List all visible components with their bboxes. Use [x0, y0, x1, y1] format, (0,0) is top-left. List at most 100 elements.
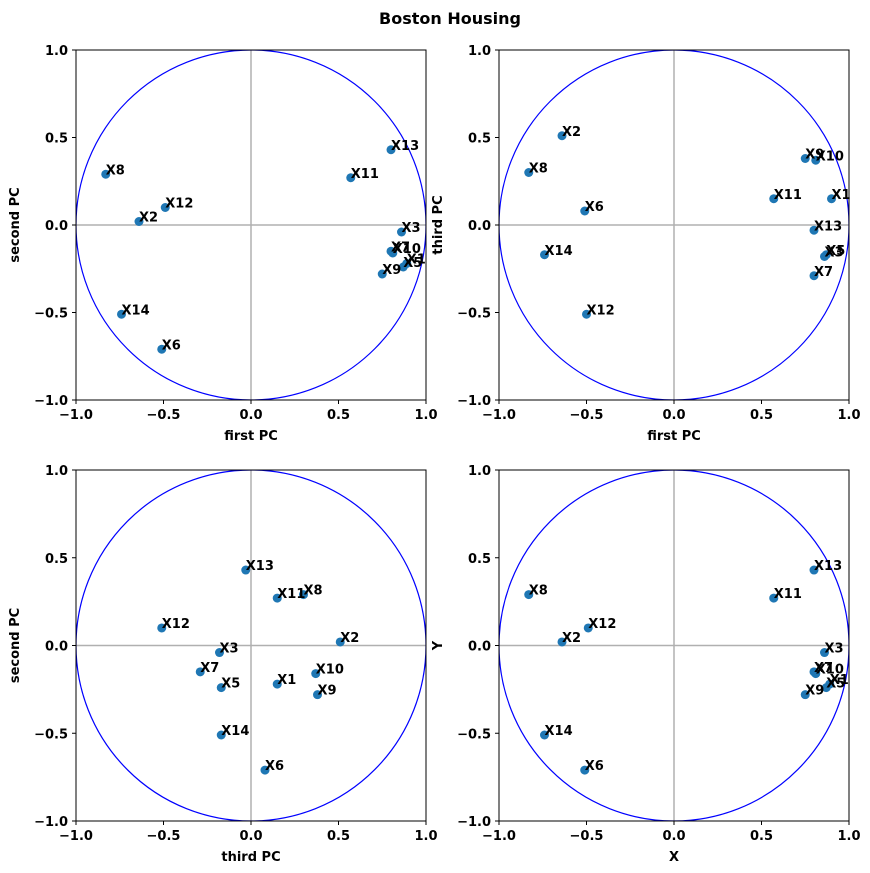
point-label-x12: X12 [587, 303, 615, 318]
data-point-x5 [821, 250, 831, 260]
data-point-x8 [524, 168, 534, 177]
point-label-x9: X9 [318, 684, 337, 699]
point-label-x9: X9 [805, 148, 824, 163]
x-tick-label: 0.0 [662, 408, 685, 423]
data-point-x13 [386, 145, 396, 155]
point-label-x2: X2 [562, 125, 581, 140]
point-label-x5: X5 [403, 256, 422, 271]
y-axis-label: third PC [431, 195, 446, 254]
data-point-x6 [157, 344, 167, 354]
point-label-x10: X10 [816, 149, 844, 164]
point-label-x14: X14 [221, 724, 249, 739]
data-point-x14 [216, 730, 226, 740]
data-point-x6 [580, 765, 590, 775]
data-point-x8 [524, 590, 534, 600]
x-tick-label: 1.0 [414, 408, 437, 423]
point-label-x1: X1 [277, 673, 296, 688]
y-tick-label: 1.0 [468, 464, 491, 479]
point-label-x14: X14 [122, 303, 150, 318]
y-tick-label: 0.0 [468, 219, 491, 234]
data-point-x5 [398, 262, 408, 272]
y-tick-label: 0.5 [45, 132, 68, 147]
y-tick-label: 0.0 [468, 640, 491, 655]
data-point-x9 [800, 154, 810, 163]
data-point-x3 [215, 648, 224, 658]
data-point-x1 [272, 679, 282, 689]
subplot-third-second: X1 X2 X3 X5 X6 X7 X8 X9 X10 X11 X12 X13 X14 −1.0−1.0 −… [8, 464, 438, 865]
data-point-x13 [809, 565, 819, 575]
data-point-x12 [582, 309, 591, 319]
x-tick-label: 1.0 [837, 408, 860, 423]
point-label-x6: X6 [162, 338, 181, 353]
data-point-x11 [769, 194, 779, 204]
point-label-x6: X6 [585, 759, 604, 774]
data-point-x9 [800, 690, 810, 700]
point-label-x8: X8 [304, 584, 323, 599]
point-label-x12: X12 [165, 197, 193, 212]
y-tick-label: 1.0 [45, 44, 68, 59]
point-label-x6: X6 [265, 759, 284, 774]
point-label-x3: X3 [402, 221, 421, 236]
y-tick-label: −0.5 [457, 727, 491, 742]
data-point-x1 [827, 194, 836, 204]
plot-area [76, 50, 426, 400]
y-tick-label: −0.5 [457, 307, 491, 322]
data-point-x10 [311, 669, 321, 679]
y-tick-label: −1.0 [457, 815, 491, 830]
x-tick-label: 0.5 [750, 408, 773, 423]
point-label-x13: X13 [246, 559, 274, 574]
point-label-x13: X13 [814, 559, 842, 574]
x-axis-label: first PC [647, 429, 701, 444]
x-tick-label: −1.0 [59, 408, 93, 423]
y-tick-label: 0.5 [468, 552, 491, 567]
y-tick-label: −1.0 [34, 394, 68, 409]
point-label-x6: X6 [585, 200, 604, 215]
point-label-x11: X11 [277, 587, 305, 602]
point-label-x9: X9 [382, 263, 401, 278]
data-point-x12 [583, 623, 593, 633]
x-tick-label: −1.0 [482, 829, 516, 844]
x-tick-label: −0.5 [570, 408, 604, 423]
figure-title: Boston Housing [379, 9, 521, 28]
point-label-x2: X2 [562, 631, 581, 646]
point-label-x14: X14 [545, 724, 573, 739]
data-point-x10 [811, 155, 821, 165]
data-point-x13 [809, 225, 819, 235]
data-point-x3 [397, 227, 406, 237]
subplot-first-second: X1 X2 X3 X5 X6 X7 X8 X9 X10 X11 X12 X13 X14 −1.0−1.0 −… [8, 44, 438, 444]
x-tick-label: 0.5 [327, 408, 350, 423]
x-tick-label: 0.0 [239, 408, 262, 423]
point-label-x5: X5 [221, 677, 240, 692]
data-point-x12 [160, 203, 170, 212]
y-tick-label: −1.0 [34, 815, 68, 830]
x-axis-label: third PC [221, 850, 280, 865]
point-label-x8: X8 [529, 162, 548, 177]
data-point-x8 [101, 169, 111, 179]
point-label-x2: X2 [340, 631, 359, 646]
point-label-x3: X3 [825, 246, 844, 261]
data-point-x2 [335, 637, 345, 647]
point-label-x3: X3 [825, 642, 844, 657]
point-label-x2: X2 [139, 211, 158, 226]
plot-area [499, 470, 849, 821]
data-point-x6 [260, 765, 270, 775]
data-point-x9 [313, 690, 322, 700]
x-tick-label: 0.5 [327, 829, 350, 844]
point-label-x13: X13 [391, 139, 419, 154]
point-label-x8: X8 [106, 163, 125, 178]
point-label-x11: X11 [774, 587, 802, 602]
data-point-x11 [272, 593, 282, 603]
point-label-x1: X1 [407, 253, 426, 268]
y-tick-label: 0.5 [45, 552, 68, 567]
data-point-x11 [769, 593, 779, 603]
point-label-x11: X11 [774, 188, 802, 203]
data-point-x2 [557, 637, 567, 647]
point-label-x8: X8 [529, 584, 548, 599]
y-tick-label: 0.5 [468, 132, 491, 147]
point-label-x10: X10 [316, 663, 344, 678]
point-label-x7: X7 [814, 265, 833, 280]
x-tick-label: −1.0 [59, 829, 93, 844]
x-axis-label: X [669, 850, 679, 865]
